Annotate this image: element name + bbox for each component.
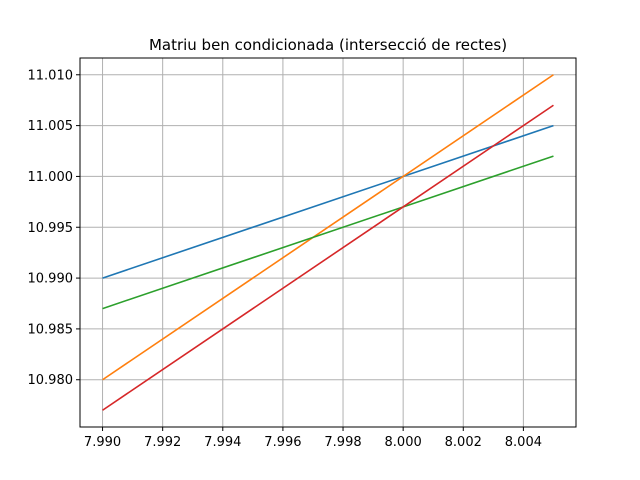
x-tick-label: 8.000 — [385, 435, 422, 450]
x-tick-label: 8.002 — [445, 435, 482, 450]
x-tick-label: 8.004 — [505, 435, 542, 450]
x-tick-label: 7.996 — [264, 435, 301, 450]
series-line-2 — [102, 74, 554, 381]
y-tick-label: 11.010 — [28, 68, 74, 83]
series-group — [102, 74, 554, 411]
y-tick-label: 10.995 — [28, 221, 74, 236]
series-line-4 — [102, 104, 554, 411]
x-tick-label: 7.998 — [324, 435, 361, 450]
x-axis: 7.990 7.992 7.994 7.996 7.998 8.000 8.002 8.004 — [84, 427, 542, 450]
y-tick-label: 11.005 — [28, 119, 74, 134]
plot-frame — [79, 57, 577, 428]
chart-title: Matriu ben condicionada (intersecció de … — [149, 36, 507, 54]
y-tick-label: 10.985 — [28, 322, 74, 337]
y-tick-label: 11.000 — [28, 170, 74, 185]
series-line-3 — [102, 155, 554, 310]
x-tick-label: 7.994 — [204, 435, 241, 450]
y-axis: 10.980 10.985 10.990 10.995 11.000 11.005 11.0… — [28, 68, 80, 388]
y-tick-label: 10.990 — [28, 272, 74, 287]
grid — [80, 58, 576, 427]
x-tick-label: 7.990 — [84, 435, 121, 450]
x-tick-label: 7.992 — [144, 435, 181, 450]
series-line-1 — [102, 124, 554, 279]
y-tick-label: 10.980 — [28, 373, 74, 388]
